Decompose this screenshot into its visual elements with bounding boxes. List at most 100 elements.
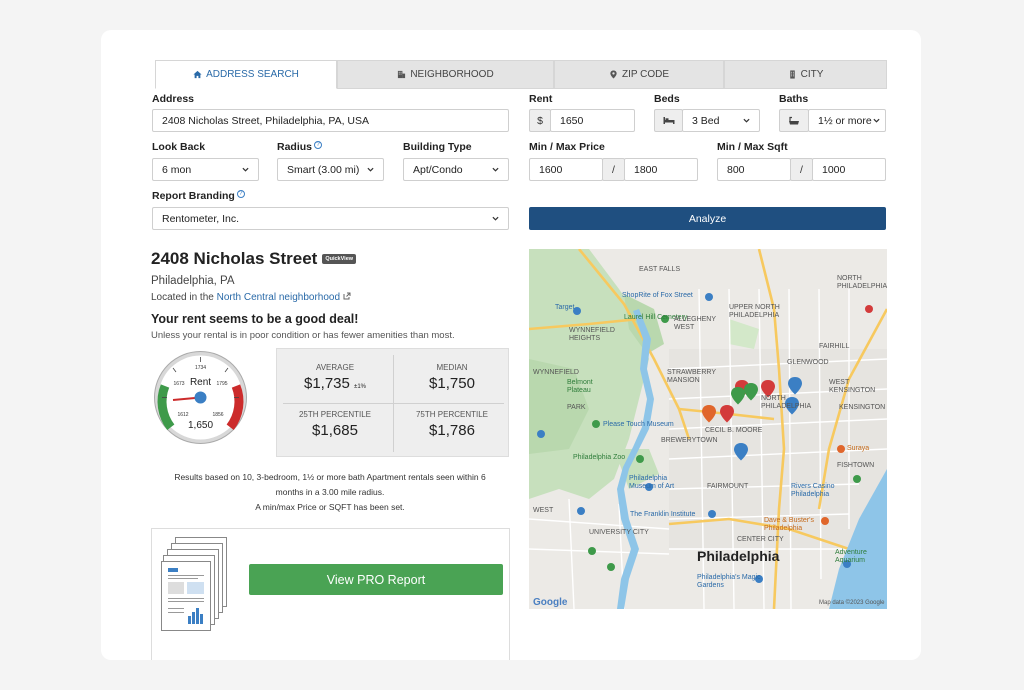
map-label-upper-north-philadelphia: UPPER NORTH PHILADELPHIA (729, 304, 780, 319)
address-label: Address (152, 93, 195, 105)
chevron-down-icon (743, 118, 750, 123)
rent-input[interactable]: 1650 (550, 109, 635, 132)
min-price-input[interactable]: 1600 (529, 158, 603, 181)
result-city: Philadelphia, PA (151, 275, 235, 287)
view-pro-report-button[interactable]: View PRO Report (249, 564, 503, 595)
lookback-select[interactable]: 6 mon (152, 158, 259, 181)
gauge-tick-right: 1795 (216, 381, 227, 387)
map-label-glenwood: GLENWOOD (787, 359, 829, 366)
home-icon (193, 70, 202, 79)
result-title: 2408 Nicholas Street QuickView (151, 249, 357, 269)
deal-subtext: Unless your rental is in poor condition … (151, 330, 455, 341)
map-label-strawberry-mansion: STRAWBERRY MANSION (667, 369, 716, 384)
external-link-icon (343, 292, 351, 300)
search-tabs: ADDRESS SEARCH NEIGHBORHOOD ZIP CODE CIT… (155, 60, 887, 89)
listing-markers (702, 377, 802, 461)
map-label-laurel-hill: Laurel Hill Cemetery (624, 314, 688, 321)
deal-heading: Your rent seems to be a good deal! (151, 312, 359, 326)
gauge-tick-top: 1734 (195, 365, 206, 371)
map-label-please-touch-museum: Please Touch Museum (603, 421, 674, 428)
tab-zip-code[interactable]: ZIP CODE (554, 60, 724, 89)
price-label: Min / Max Price (529, 141, 605, 153)
building-type-select[interactable]: Apt/Condo (403, 158, 509, 181)
tab-address-search[interactable]: ADDRESS SEARCH (155, 60, 337, 89)
gauge-label: Rent (190, 377, 211, 388)
tab-neighborhood[interactable]: NEIGHBORHOOD (337, 60, 554, 89)
map[interactable]: EAST FALLS NORTH PHILADELPHIA Target Sho… (529, 249, 887, 609)
gauge-tick-bottom-right: 1856 (212, 412, 223, 418)
results-basis-text: Results based on 10, 3-bedroom, 1½ or mo… (174, 472, 486, 512)
map-label-west-kensington: WEST KENSINGTON (829, 379, 876, 394)
map-label-fishtown: FISHTOWN (837, 462, 875, 469)
p25-stat: 25TH PERCENTILE $1,685 (298, 410, 372, 439)
lookback-label: Look Back (152, 141, 206, 153)
map-label-allegheny-west: ALLEGHENY WEST (674, 316, 716, 331)
map-label-adventure-aquarium: Adventure Aquarium (835, 549, 867, 564)
map-label-wynnefield: WYNNEFIELD (533, 369, 579, 376)
map-attribution[interactable]: Map data ©2023 Google (819, 600, 885, 606)
help-icon[interactable]: ? (314, 141, 323, 149)
branding-select[interactable]: Rentometer, Inc. (152, 207, 509, 230)
map-canvas (529, 249, 887, 609)
building-type-label: Building Type (403, 141, 472, 153)
map-label-magic-gardens: Philadelphia's Magic Gardens (697, 574, 761, 589)
google-logo: Google (533, 597, 568, 608)
help-icon[interactable]: ? (236, 190, 245, 198)
map-city-label: Philadelphia (697, 548, 780, 564)
min-sqft-input[interactable]: 800 (717, 158, 791, 181)
rent-label: Rent (529, 93, 553, 105)
map-label-shoprite: ShopRite of Fox Street (622, 292, 693, 299)
neighborhood-link[interactable]: North Central neighborhood (216, 292, 341, 303)
map-label-center-city: CENTER CITY (737, 536, 784, 543)
sqft-label: Min / Max Sqft (717, 141, 788, 153)
rent-stats-panel: AVERAGE $1,735 ±1% MEDIAN $1,750 25TH PE… (276, 348, 509, 457)
map-label-museum-of-art: Philadelphia Museum of Art (629, 475, 675, 490)
beds-label: Beds (654, 93, 680, 105)
address-input[interactable]: 2408 Nicholas Street, Philadelphia, PA, … (152, 109, 509, 132)
map-label-target: Target (555, 304, 575, 311)
map-label-kensington: KENSINGTON (839, 404, 886, 411)
chevron-down-icon (492, 167, 499, 172)
map-label-dave-busters: Dave & Buster's Philadelphia (764, 517, 814, 532)
quickview-badge[interactable]: QuickView (322, 254, 357, 264)
baths-select[interactable]: 1½ or more (808, 109, 886, 132)
average-stat: AVERAGE $1,735 ±1% (303, 363, 367, 392)
max-sqft-input[interactable]: 1000 (812, 158, 886, 181)
main-card: ADDRESS SEARCH NEIGHBORHOOD ZIP CODE CIT… (101, 30, 921, 660)
median-stat: MEDIAN $1,750 (429, 363, 475, 392)
bathtub-icon (779, 109, 809, 132)
map-label-wynnefield-heights: WYNNEFIELD HEIGHTS (569, 327, 615, 342)
map-label-suraya: Suraya (847, 445, 870, 452)
map-label-west: WEST (533, 507, 554, 514)
chevron-down-icon (492, 216, 499, 221)
beds-select[interactable]: 3 Bed (682, 109, 760, 132)
chevron-down-icon (873, 118, 880, 123)
gauge-value: 1,650 (188, 420, 213, 431)
map-label-brewerytown: BREWERYTOWN (661, 437, 718, 444)
max-price-input[interactable]: 1800 (624, 158, 698, 181)
radius-select[interactable]: Smart (3.00 mi) (277, 158, 384, 181)
gauge-tick-left: 1673 (173, 381, 184, 387)
sqft-separator: / (790, 158, 813, 181)
map-label-franklin-institute: The Franklin Institute (630, 511, 696, 518)
tab-city[interactable]: CITY (724, 60, 887, 89)
map-label-fairhill: FAIRHILL (819, 343, 850, 350)
map-label-park: PARK (567, 404, 586, 411)
gauge-tick-bottom-left: 1612 (177, 412, 188, 418)
map-label-rivers-casino: Rivers Casino Philadelphia (791, 483, 835, 498)
city-icon (789, 70, 795, 79)
chevron-down-icon (367, 167, 374, 172)
dollar-addon: $ (529, 109, 551, 132)
price-separator: / (602, 158, 625, 181)
analyze-button[interactable]: Analyze (529, 207, 886, 230)
rent-gauge: 1734 1673 1795 1612 1856 Rent 1,650 (154, 351, 247, 444)
map-label-cecil-b-moore: CECIL B. MOORE (705, 427, 763, 434)
branding-label: Report Branding? (152, 190, 245, 202)
pro-report-box (151, 528, 510, 660)
building-icon (398, 70, 406, 79)
map-label-north-philadelphia-2: NORTH PHILADELPHIA (761, 395, 812, 410)
map-label-belmont-plateau: Belmont Plateau (567, 379, 593, 394)
baths-label: Baths (779, 93, 809, 105)
map-label-east-falls: EAST FALLS (639, 266, 681, 273)
chevron-down-icon (242, 167, 249, 172)
